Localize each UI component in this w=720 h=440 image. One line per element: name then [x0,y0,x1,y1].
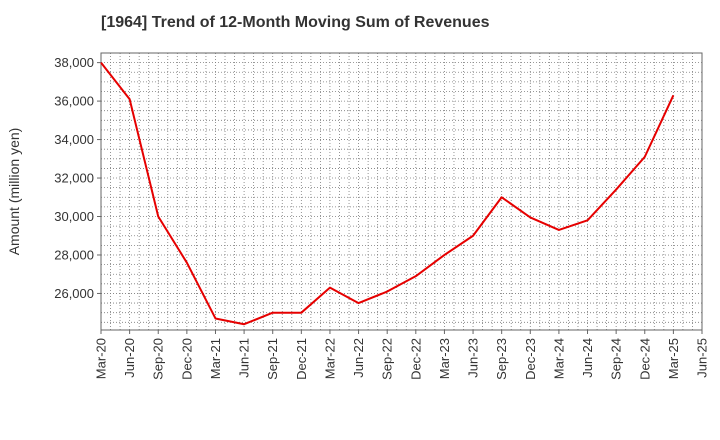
x-tick-label: Dec-20 [179,338,194,380]
x-tick-label: Dec-22 [408,338,423,380]
x-tick-label: Dec-24 [637,338,652,380]
x-tick-label: Mar-23 [437,338,452,379]
chart-title: [1964] Trend of 12-Month Moving Sum of R… [101,14,490,31]
plot-frame [100,52,703,331]
y-tick-label: 32,000 [54,171,94,186]
series-layer [100,62,675,326]
x-tick-label: Mar-24 [551,338,566,379]
x-tick-label: Sep-20 [151,338,166,380]
grid-layer [101,53,702,330]
y-axis-ticks: 26,000 28,000 30,000 32,000 34,000 36,000 38,0… [54,55,101,301]
y-tick-label: 26,000 [54,286,94,301]
x-tick-label: Jun-20 [122,338,137,378]
x-tick-label: Jun-22 [351,338,366,378]
x-tick-label: Mar-22 [322,338,337,379]
x-tick-label: Sep-21 [265,338,280,380]
x-tick-label: Sep-24 [609,338,624,380]
y-tick-label: 30,000 [54,209,94,224]
x-tick-label: Dec-23 [523,338,538,380]
x-tick-label: Jun-24 [580,338,595,378]
x-tick-label: Jun-21 [237,338,252,378]
x-tick-label: Sep-22 [380,338,395,380]
y-axis-label: Amount (million yen) [6,128,22,256]
y-tick-label: 28,000 [54,247,94,262]
x-tick-label: Mar-20 [94,338,109,379]
y-tick-label: 38,000 [54,55,94,70]
x-tick-label: Dec-21 [294,338,309,380]
x-tick-label: Jun-23 [466,338,481,378]
y-tick-label: 36,000 [54,94,94,109]
series-line [100,62,675,326]
y-tick-label: 34,000 [54,132,94,147]
x-tick-label: Mar-21 [208,338,223,379]
x-tick-label: Jun-25 [695,338,710,378]
x-tick-label: Mar-25 [666,338,681,379]
x-tick-label: Sep-23 [494,338,509,380]
x-axis-ticks: Mar-20 Jun-20 Sep-20 Dec-20 Mar-21 Jun-21 Sep-… [94,330,710,380]
